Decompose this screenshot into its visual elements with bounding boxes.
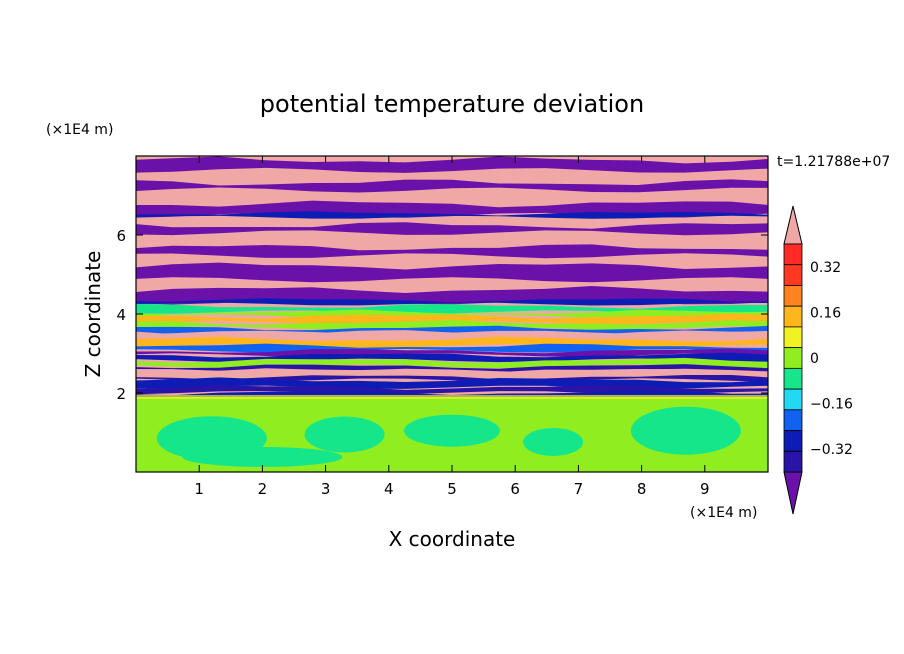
x-tick-label: 9 (700, 480, 710, 498)
colorbar-label: −0.16 (810, 397, 853, 413)
mixing-band (136, 368, 768, 379)
time-label: t=1.21788e+07 (777, 154, 890, 170)
colorbar-swatch (783, 388, 803, 411)
interface-band (136, 394, 768, 399)
mixing-band (136, 330, 768, 341)
colorbar-label: −0.32 (810, 442, 853, 458)
x-tick-label: 7 (574, 480, 584, 498)
upper-cold-band (136, 262, 768, 283)
y-axis-label: Z coordinate (81, 251, 105, 378)
upper-transition-band (136, 298, 768, 306)
mixing-band (136, 348, 768, 357)
colorbar-swatch (783, 409, 803, 431)
colorbar-swatch (783, 347, 803, 369)
lower-anomaly-patch (182, 446, 343, 467)
mixing-band (136, 320, 768, 330)
upper-cold-band (136, 222, 768, 236)
mixing-band (136, 309, 768, 318)
x-tick-label: 6 (510, 480, 520, 498)
upper-transition-band (136, 211, 768, 219)
x-axis: 1 2 3 4 5 6 7 8 9 (194, 156, 710, 498)
x-tick-label: 4 (384, 480, 394, 498)
x-tick-label: 3 (321, 480, 331, 498)
colorbar-bottom-triangle (783, 471, 803, 515)
colorbar-swatch (783, 243, 803, 266)
colorbar: 0.32 0.16 0 −0.16 −0.32 (783, 205, 853, 515)
mixing-band (136, 313, 768, 325)
y-axis: 2 4 6 (116, 227, 768, 403)
colorbar-swatch (783, 326, 803, 349)
lower-anomaly-patch (304, 416, 385, 453)
x-tick-label: 5 (447, 480, 457, 498)
colorbar-swatch (783, 450, 803, 473)
upper-cold-band (136, 179, 768, 193)
lower-anomaly-patch (523, 427, 584, 456)
y-tick-label: 2 (116, 385, 126, 403)
upper-cold-band (136, 156, 768, 173)
x-tick-label: 8 (637, 480, 647, 498)
contour-field (136, 156, 768, 472)
colorbar-swatch (783, 367, 803, 390)
x-tick-label: 2 (258, 480, 268, 498)
lower-anomaly-patch (630, 406, 741, 455)
colorbar-label: 0 (810, 351, 819, 367)
upper-cold-band (136, 244, 768, 259)
y-unit-label: (×1E4 m) (46, 122, 113, 138)
colorbar-label: 0.32 (810, 260, 841, 276)
colorbar-top-triangle (783, 205, 803, 245)
chart-title: potential temperature deviation (260, 90, 644, 118)
colorbar-swatch (783, 285, 803, 307)
y-tick-label: 6 (116, 227, 126, 245)
x-unit-label: (×1E4 m) (690, 505, 757, 521)
x-axis-label: X coordinate (389, 527, 516, 551)
lower-anomaly-patch (404, 414, 500, 447)
colorbar-label: 0.16 (810, 305, 841, 321)
colorbar-swatch (783, 430, 803, 452)
mixing-band (136, 375, 768, 382)
y-tick-label: 4 (116, 306, 126, 324)
mixing-band (136, 325, 768, 335)
x-tick-label: 1 (194, 480, 204, 498)
colorbar-swatch (783, 264, 803, 286)
mixing-band (136, 303, 768, 314)
colorbar-swatch (783, 305, 803, 328)
